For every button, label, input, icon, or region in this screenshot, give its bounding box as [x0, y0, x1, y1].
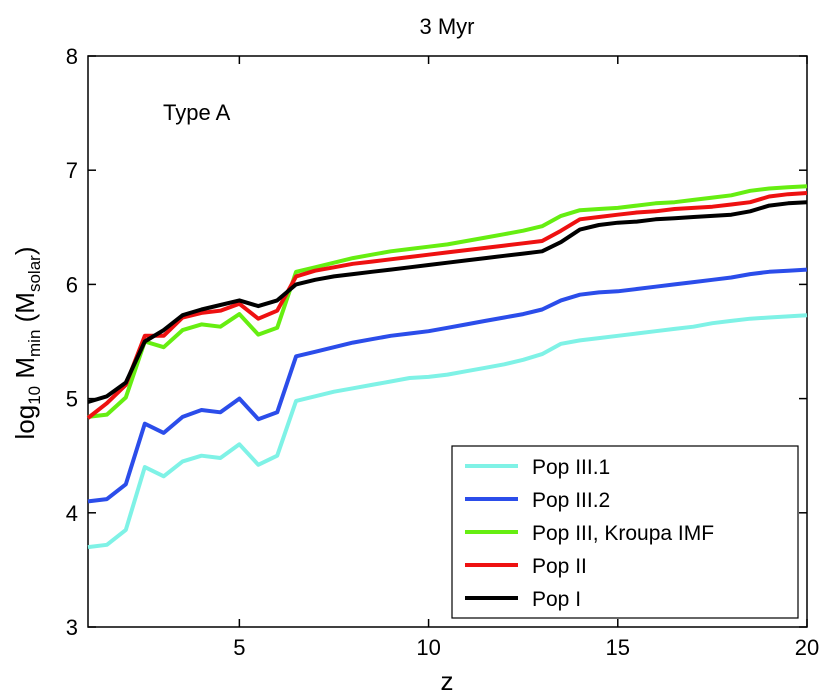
- y-tick-label: 7: [66, 158, 78, 183]
- series-line-1: [87, 313, 808, 550]
- type-annotation: Type A: [163, 100, 231, 125]
- y-tick-label: 4: [66, 501, 78, 526]
- x-tick-label: 15: [606, 635, 630, 660]
- legend-label-1: Pop III.1: [532, 456, 610, 479]
- y-label-m: M: [10, 357, 40, 386]
- legend-label-4: Pop II: [532, 555, 587, 578]
- y-tick-label: 8: [66, 44, 78, 69]
- y-label-unit-open: (M: [10, 292, 40, 330]
- x-tick-label: 5: [233, 635, 245, 660]
- y-tick-label: 6: [66, 272, 78, 297]
- x-tick-label: 20: [795, 635, 819, 660]
- x-tick-label: 10: [416, 635, 440, 660]
- chart-title: 3 Myr: [420, 14, 475, 39]
- x-axis: 5 10 15 20: [233, 56, 819, 660]
- series-line-2: [87, 267, 808, 504]
- y-label-unit-close: ): [10, 247, 40, 256]
- y-axis: 3 4 5 6 7 8: [66, 44, 807, 640]
- y-label-min-sub: min: [25, 330, 44, 357]
- legend-label-3: Pop III, Kroupa IMF: [532, 522, 714, 545]
- y-label-log: log: [10, 405, 40, 440]
- x-axis-label: z: [441, 666, 454, 695]
- series-lines: [86, 184, 808, 550]
- legend: Pop III.1 Pop III.2 Pop III, Kroupa IMF Pop…: [451, 445, 799, 619]
- series-line-5: [87, 200, 808, 404]
- y-axis-label: log10 Mmin (Msolar): [10, 247, 44, 440]
- y-tick-label: 3: [66, 615, 78, 640]
- series-line-4: [86, 191, 808, 420]
- y-label-solar-sub: solar: [25, 255, 44, 292]
- y-tick-label: 5: [66, 387, 78, 412]
- legend-label-2: Pop III.2: [532, 489, 610, 512]
- series-line-3: [87, 184, 808, 419]
- legend-label-5: Pop I: [532, 588, 581, 611]
- y-label-base-sub: 10: [25, 386, 44, 405]
